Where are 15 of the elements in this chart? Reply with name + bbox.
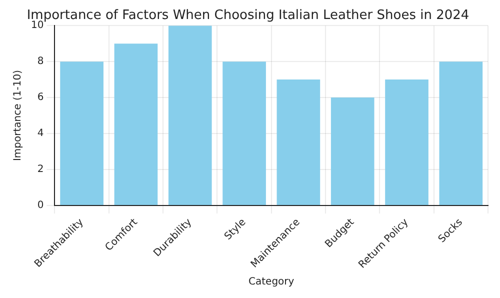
y-axis-title: Importance (1-10) [12, 70, 24, 162]
y-tick-label: 6 [37, 92, 44, 104]
bar [60, 62, 104, 205]
bar [385, 80, 428, 205]
bar [114, 44, 158, 205]
y-tick-label: 8 [37, 56, 44, 68]
bar [439, 62, 483, 205]
bar [330, 98, 374, 205]
y-tick-label: 4 [37, 128, 44, 140]
y-tick-label: 0 [37, 200, 44, 212]
x-axis-title: Category [248, 276, 294, 288]
bar [276, 80, 320, 205]
bar [168, 26, 212, 205]
bar [222, 62, 266, 205]
y-tick-label: 2 [37, 164, 44, 176]
